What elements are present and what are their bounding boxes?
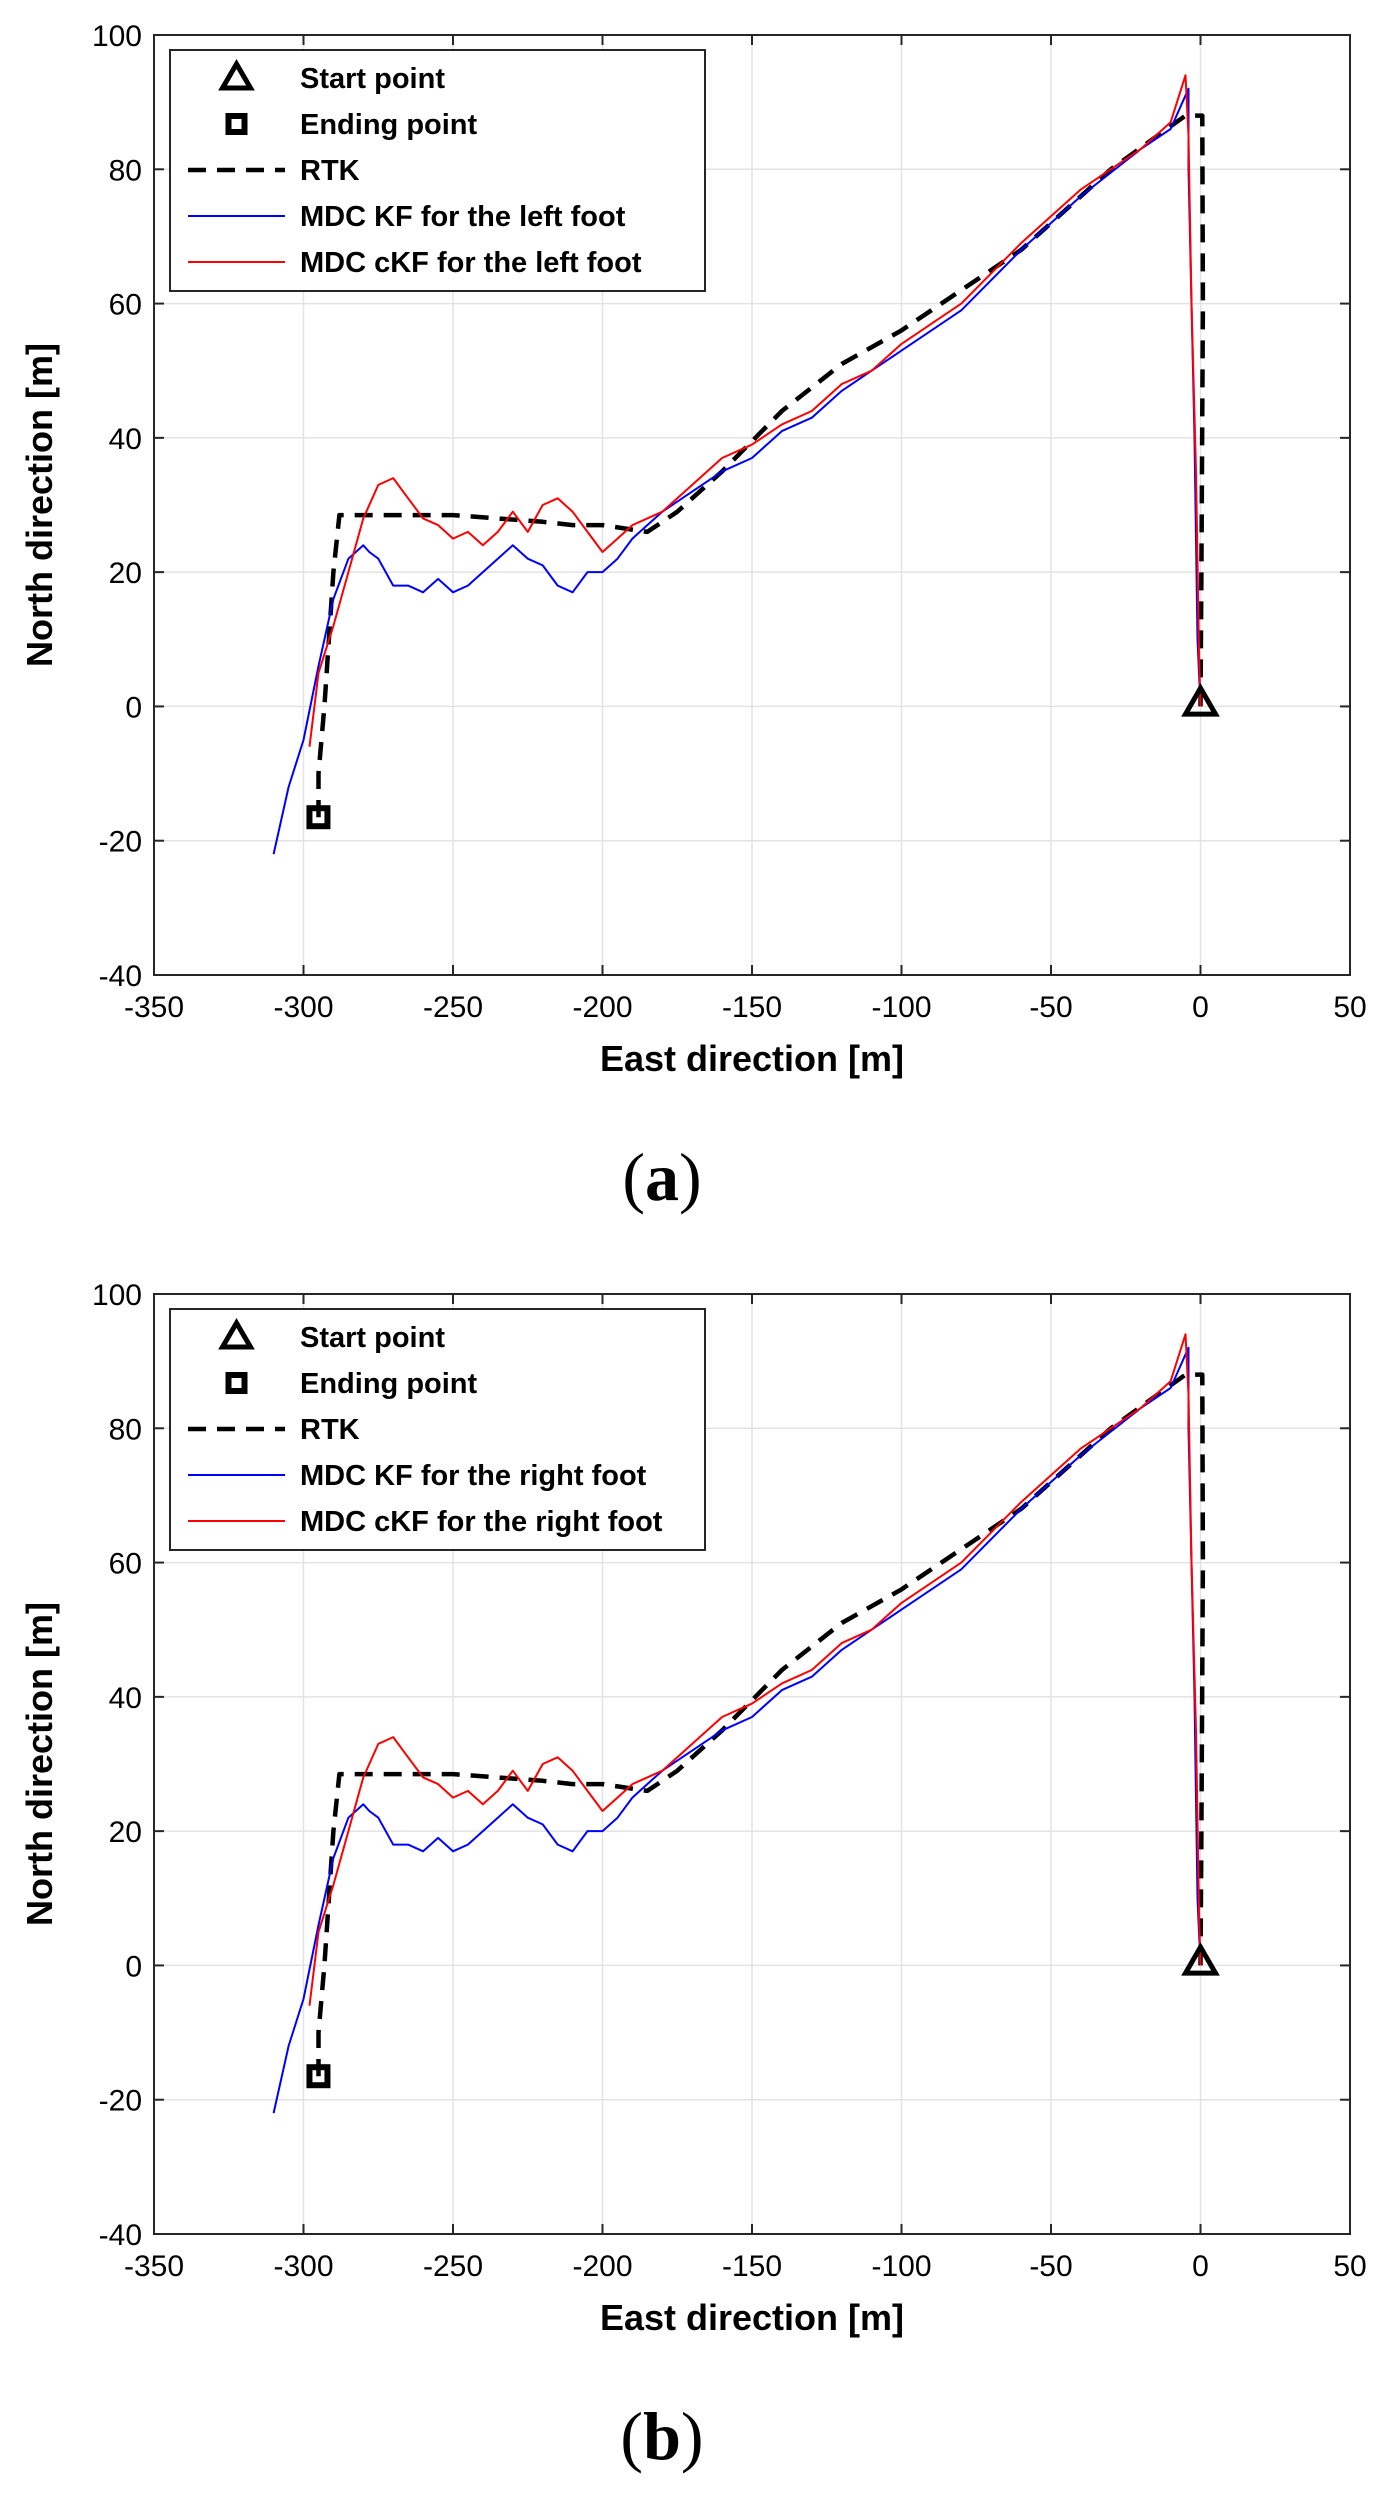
series-line-rtk xyxy=(316,1372,1206,2077)
legend-start-point-icon xyxy=(218,1318,255,1350)
y-axis-label: North direction [m] xyxy=(19,1602,60,1926)
legend-start-point-icon xyxy=(218,59,255,91)
x-axis-label: East direction [m] xyxy=(600,2297,904,2338)
y-axis-label: North direction [m] xyxy=(19,343,60,667)
x-tick-label: 0 xyxy=(1192,991,1209,1024)
caption-paren-close: ) xyxy=(681,2398,704,2474)
x-tick-label: -100 xyxy=(871,991,931,1024)
legend-label: RTK xyxy=(300,155,360,187)
y-tick-label: 0 xyxy=(125,691,142,724)
x-tick-label: 50 xyxy=(1333,2250,1366,2283)
start-point-marker xyxy=(1181,683,1220,717)
y-tick-label: 100 xyxy=(92,1279,142,1312)
y-tick-label: 40 xyxy=(109,423,142,456)
chart-panel-b: -350 -300 -250 -200 -150 -100 -50 0 50 -40 -20 0 20 4… xyxy=(0,1259,1386,2518)
legend-label: Ending point xyxy=(300,1368,478,1400)
legend-ending-point-icon xyxy=(225,1372,248,1394)
x-tick-label: -350 xyxy=(124,2250,184,2283)
legend-label: MDC KF for the left foot xyxy=(300,201,626,233)
y-tick-label: 20 xyxy=(109,557,142,590)
legend-label: MDC cKF for the left foot xyxy=(300,247,642,279)
legend-label: Start point xyxy=(300,63,445,95)
y-tick-label: 60 xyxy=(109,1548,142,1581)
x-tick-label: -350 xyxy=(124,991,184,1024)
x-tick-label: -250 xyxy=(423,991,483,1024)
x-axis-label: East direction [m] xyxy=(600,1038,904,1079)
y-tick-label: -20 xyxy=(99,2085,142,2118)
x-tick-label: -200 xyxy=(572,2250,632,2283)
x-tick-label: -300 xyxy=(273,2250,333,2283)
series-line-mdc-kf xyxy=(272,1346,1202,2114)
caption-paren-open: ( xyxy=(620,2398,643,2474)
start-point-marker xyxy=(1181,1942,1220,1976)
x-tick-label: -50 xyxy=(1029,991,1072,1024)
y-tick-label: 80 xyxy=(109,154,142,187)
y-tick-label: 80 xyxy=(109,1413,142,1446)
x-tick-label: -100 xyxy=(871,2250,931,2283)
y-tick-label: 20 xyxy=(109,1816,142,1849)
trajectory-chart-a: -350 -300 -250 -200 -150 -100 -50 0 50-40-200204… xyxy=(19,20,1367,1215)
y-tick-label: -40 xyxy=(99,960,142,993)
x-tick-label: -200 xyxy=(572,991,632,1024)
caption-letter: a xyxy=(645,1139,679,1215)
y-tick-label: -20 xyxy=(99,826,142,859)
y-tick-label: 40 xyxy=(109,1682,142,1715)
panel-caption: (b) xyxy=(620,2398,703,2474)
y-tick-label: 0 xyxy=(125,1950,142,1983)
x-tick-label: 0 xyxy=(1192,2250,1209,2283)
x-tick-label: -50 xyxy=(1029,2250,1072,2283)
caption-letter: b xyxy=(643,2398,681,2474)
panel-caption: (a) xyxy=(622,1139,701,1215)
y-tick-label: 100 xyxy=(92,20,142,53)
chart-panel-a: -350 -300 -250 -200 -150 -100 -50 0 50 -40 -20 0 20 4… xyxy=(19,20,1367,1215)
series-line-mdc-ckf xyxy=(308,1333,1202,2006)
legend-label: Ending point xyxy=(300,109,478,141)
ending-point-marker xyxy=(306,805,331,830)
x-tick-label: -300 xyxy=(273,991,333,1024)
series-line-mdc-kf xyxy=(272,87,1202,855)
legend-label: MDC cKF for the right foot xyxy=(300,1506,663,1538)
x-tick-label: -150 xyxy=(722,2250,782,2283)
trajectory-chart-b: -350 -300 -250 -200 -150 -100 -50 0 50-40-200204… xyxy=(19,1279,1367,2474)
x-tick-label: 50 xyxy=(1333,991,1366,1024)
x-tick-label: -250 xyxy=(423,2250,483,2283)
legend-label: RTK xyxy=(300,1414,360,1446)
ending-point-marker xyxy=(306,2064,331,2089)
x-tick-label: -150 xyxy=(722,991,782,1024)
caption-paren-close: ) xyxy=(679,1139,702,1215)
legend: Start point Ending point RTK MDC KF for the… xyxy=(169,49,706,292)
legend-label: MDC KF for the right foot xyxy=(300,1460,647,1492)
legend-ending-point-icon xyxy=(225,113,248,135)
legend: Start point Ending point RTK MDC KF for the… xyxy=(169,1308,706,1551)
series-line-rtk xyxy=(316,113,1206,818)
caption-paren-open: ( xyxy=(622,1139,645,1215)
y-tick-label: 60 xyxy=(109,289,142,322)
legend-label: Start point xyxy=(300,1322,445,1354)
y-tick-label: -40 xyxy=(99,2219,142,2252)
series-line-mdc-ckf xyxy=(308,74,1202,747)
